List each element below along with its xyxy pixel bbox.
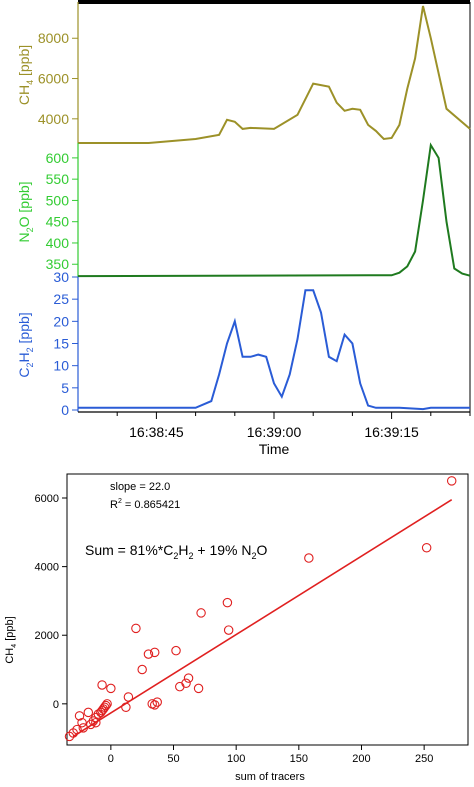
scatter-point bbox=[196, 608, 206, 618]
ch4-tick-label: 8000 bbox=[38, 30, 69, 46]
scatter-point bbox=[171, 645, 181, 656]
scatter-point bbox=[143, 649, 154, 659]
ch4-tick-label: 6000 bbox=[38, 71, 69, 87]
scatter-point bbox=[106, 683, 116, 694]
scatter-point bbox=[137, 664, 147, 675]
scatter-panel: 0 50 100 150 200 250 0 2000 4000 6000 slope = 22.… bbox=[4, 473, 469, 783]
scatter-x-tick-label: 50 bbox=[167, 753, 179, 765]
scatter-point bbox=[77, 717, 87, 728]
regression-fit-line bbox=[72, 499, 453, 738]
scatter-point bbox=[446, 476, 457, 486]
c2h2-y-ticks: 0 5 10 15 20 25 30 bbox=[53, 269, 78, 418]
scatter-point bbox=[72, 724, 82, 735]
scatter-point bbox=[102, 699, 112, 709]
scatter-y-tick-label: 4000 bbox=[35, 562, 59, 574]
scatter-point bbox=[421, 543, 432, 553]
slope-annotation: slope = 22.0 bbox=[110, 481, 170, 493]
scatter-point bbox=[223, 625, 234, 635]
c2h2-tick-label: 15 bbox=[53, 336, 69, 352]
n2o-tick-label: 500 bbox=[46, 192, 70, 208]
scatter-y-tick-label: 6000 bbox=[35, 493, 59, 505]
scatter-point bbox=[121, 702, 131, 713]
scatter-y-tick-label: 2000 bbox=[35, 630, 59, 642]
time-x-ticks: 16:38:45 16:39:00 16:39:15 bbox=[116, 412, 471, 440]
time-tick-label: 16:39:00 bbox=[247, 424, 302, 440]
ch4-tick-label: 4000 bbox=[38, 111, 69, 127]
scatter-point bbox=[74, 711, 85, 721]
top-border bbox=[78, 0, 470, 4]
c2h2-tick-label: 25 bbox=[53, 291, 69, 307]
sum-annotation: Sum = 81%*C2H2 + 19% N2O bbox=[85, 542, 267, 561]
n2o-y-label: N2O [ppb] bbox=[16, 181, 35, 242]
scatter-points bbox=[64, 476, 457, 742]
n2o-tick-label: 600 bbox=[46, 150, 70, 166]
scatter-point bbox=[152, 697, 162, 707]
n2o-tick-label: 350 bbox=[46, 256, 70, 272]
time-x-label: Time bbox=[259, 441, 290, 457]
c2h2-tick-label: 0 bbox=[61, 402, 69, 418]
scatter-point bbox=[101, 700, 111, 711]
c2h2-tick-label: 10 bbox=[53, 358, 69, 374]
scatter-point bbox=[175, 681, 185, 692]
time-tick-label: 16:39:15 bbox=[364, 424, 419, 440]
c2h2-y-label: C2H2 [ppb] bbox=[16, 312, 35, 377]
time-tick-label: 16:38:45 bbox=[129, 424, 184, 440]
scatter-point bbox=[149, 647, 160, 658]
scatter-point bbox=[83, 707, 94, 718]
c2h2-tick-label: 20 bbox=[53, 313, 69, 329]
scatter-frame bbox=[66, 473, 469, 746]
c2h2-series-line bbox=[78, 289, 470, 411]
scatter-point bbox=[91, 717, 101, 728]
n2o-tick-label: 550 bbox=[46, 171, 70, 187]
scatter-y-label: CH4 [ppb] bbox=[4, 616, 18, 663]
n2o-tick-label: 400 bbox=[46, 235, 70, 251]
scatter-x-tick-label: 250 bbox=[415, 753, 433, 765]
c2h2-tick-label: 5 bbox=[61, 380, 69, 396]
scatter-y-tick-label: 0 bbox=[53, 699, 59, 711]
n2o-subplot: 350 400 450 500 550 600 N2O [ppb] bbox=[16, 142, 471, 278]
scatter-x-tick-label: 150 bbox=[290, 753, 308, 765]
scatter-point bbox=[222, 597, 233, 608]
c2h2-tick-label: 30 bbox=[53, 269, 69, 285]
scatter-ticks: 0 50 100 150 200 250 0 2000 4000 6000 bbox=[35, 493, 434, 765]
ch4-series-line bbox=[78, 5, 471, 144]
scatter-point bbox=[123, 692, 134, 702]
c2h2-subplot: 0 5 10 15 20 25 30 C2H2 [ppb] bbox=[16, 269, 470, 418]
n2o-series-line bbox=[77, 142, 471, 278]
scatter-point bbox=[181, 678, 191, 689]
scatter-point bbox=[183, 673, 194, 683]
ch4-y-ticks: 4000 6000 8000 bbox=[38, 30, 78, 127]
scatter-x-tick-label: 200 bbox=[352, 753, 370, 765]
scatter-point bbox=[304, 553, 314, 563]
scatter-x-tick-label: 100 bbox=[227, 753, 245, 765]
scatter-x-tick-label: 0 bbox=[108, 753, 114, 765]
scatter-point bbox=[193, 683, 204, 694]
scatter-x-label: sum of tracers bbox=[235, 771, 305, 783]
n2o-y-ticks: 350 400 450 500 550 600 bbox=[46, 150, 78, 272]
n2o-tick-label: 450 bbox=[46, 214, 70, 230]
r2-annotation: R2 = 0.865421 bbox=[110, 498, 180, 511]
scatter-point bbox=[97, 680, 107, 690]
scatter-point bbox=[149, 700, 160, 710]
scatter-point bbox=[131, 623, 141, 634]
ch4-subplot: 4000 6000 8000 CH4 [ppb] bbox=[16, 2, 471, 144]
scatter-point bbox=[78, 723, 89, 733]
ch4-y-label: CH4 [ppb] bbox=[16, 45, 35, 105]
